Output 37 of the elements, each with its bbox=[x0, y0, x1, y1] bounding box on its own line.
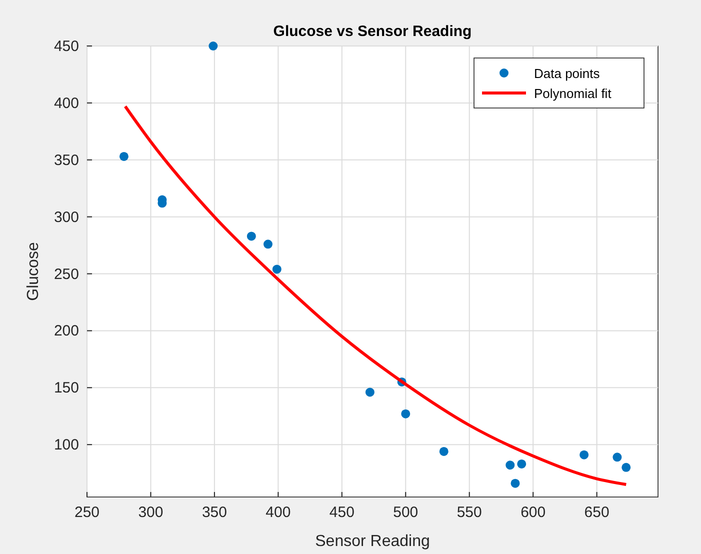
legend-label: Polynomial fit bbox=[534, 86, 612, 101]
x-tick-label: 550 bbox=[456, 504, 482, 521]
point bbox=[246, 232, 256, 241]
y-axis-title: Glucose bbox=[25, 242, 42, 301]
y-tick-label: 200 bbox=[54, 322, 79, 340]
x-tick-label: 250 bbox=[74, 504, 100, 521]
line-series bbox=[124, 104, 628, 486]
point bbox=[439, 446, 448, 456]
y-tick-label: 450 bbox=[54, 38, 79, 55]
y-tick-label: 300 bbox=[54, 208, 79, 226]
x-tick-label: 400 bbox=[266, 504, 291, 521]
point bbox=[506, 460, 515, 470]
x-tick-label: 500 bbox=[393, 504, 418, 521]
point bbox=[263, 240, 272, 249]
point bbox=[365, 388, 374, 397]
point bbox=[517, 459, 526, 468]
y-tick-label: 350 bbox=[54, 152, 79, 169]
point bbox=[612, 452, 622, 462]
point bbox=[622, 462, 631, 472]
x-tick-label: 300 bbox=[138, 504, 164, 521]
point bbox=[510, 478, 520, 488]
x-tick-label: 350 bbox=[202, 504, 227, 521]
point bbox=[208, 42, 218, 50]
chart-title: Glucose vs Sensor Reading bbox=[273, 23, 472, 40]
x-tick-label: 650 bbox=[584, 504, 610, 521]
legend-label: Data points bbox=[534, 66, 600, 81]
y-tick-label: 400 bbox=[54, 94, 79, 112]
point bbox=[401, 409, 410, 418]
point bbox=[119, 152, 128, 161]
point bbox=[272, 264, 282, 274]
x-tick-label: 450 bbox=[329, 504, 354, 521]
x-tick-label: 600 bbox=[520, 504, 546, 521]
x-axis-title: Sensor Reading bbox=[315, 533, 430, 550]
point bbox=[580, 450, 589, 460]
y-tick-label: 150 bbox=[54, 380, 79, 397]
y-tick-label: 250 bbox=[54, 266, 79, 283]
y-tick-label: 100 bbox=[54, 436, 79, 454]
